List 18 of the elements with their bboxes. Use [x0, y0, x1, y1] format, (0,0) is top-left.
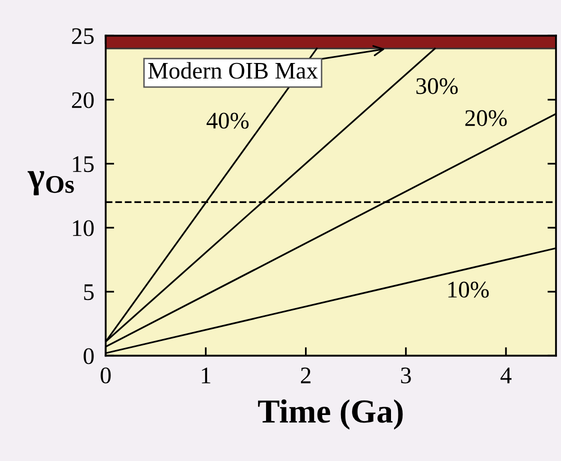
series-label: 40%: [206, 112, 249, 129]
y-tick-label: 20: [72, 92, 94, 108]
series-label: 30%: [416, 78, 458, 94]
y-tick-label: 0: [84, 348, 94, 364]
x-tick-label: 1: [202, 368, 210, 384]
y-tick-label: 10: [73, 220, 94, 236]
y-axis-title: γ$_{Os}$: [28, 171, 74, 196]
y-tick-label: 15: [73, 156, 94, 172]
x-tick-label: 2: [300, 368, 310, 384]
x-axis-title: Time (Ga): [258, 399, 403, 430]
x-tick-label: 3: [401, 368, 411, 384]
x-tick-label: 0: [100, 367, 111, 384]
annotation: Modern OIB Max: [148, 62, 318, 79]
x-tick-label: 4: [500, 368, 512, 384]
y-tick-label: 25: [72, 28, 94, 44]
series-label: 10%: [448, 282, 489, 298]
y-tick-label: 5: [84, 284, 94, 300]
series-label: 20%: [465, 110, 507, 126]
